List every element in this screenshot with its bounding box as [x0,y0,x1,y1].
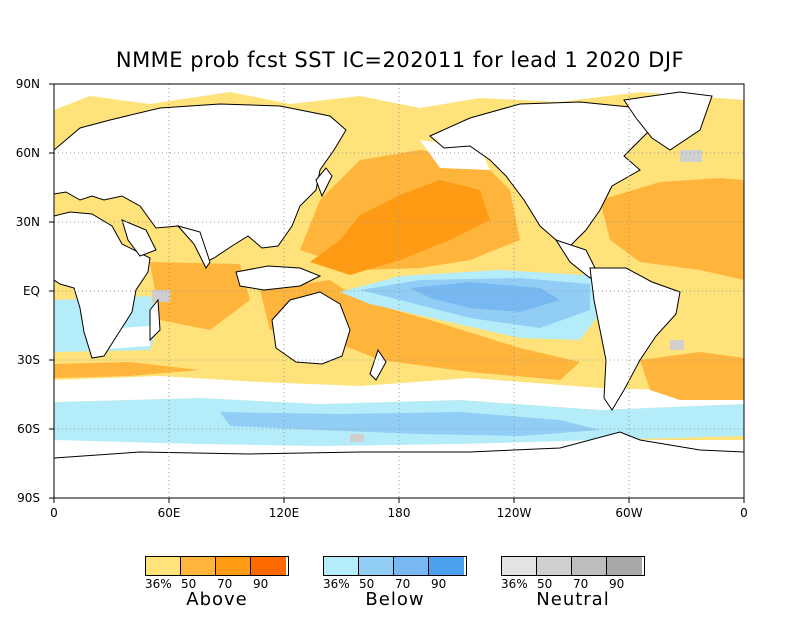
lat-label: 60N [15,146,40,160]
legend-ticks: 36% 50 70 90 [323,577,467,591]
legend-tick: 50 [537,577,553,591]
legend-label: Neutral [536,589,610,610]
legend-swatch [181,557,216,575]
lon-label: 180 [387,506,411,520]
legend-swatch [502,557,537,575]
australia-landmass [271,291,351,365]
legend-swatch [359,557,394,575]
neutral-spot [350,434,364,442]
legend-tick: 90 [431,577,447,591]
south-america-landmass [589,267,681,411]
north-america-landmass [429,101,661,247]
lon-label: 60E [157,506,181,520]
legend-label: Below [365,589,425,610]
japan [315,167,333,198]
legend-swatch [537,557,572,575]
grid-lines [54,84,744,498]
arabia [121,219,157,257]
legend-ticks: 36% 50 70 90 [501,577,645,591]
new-zealand [369,348,387,381]
lat-label: 30S [17,353,40,367]
neutral-spot [152,290,170,302]
legend-swatch [251,557,286,575]
madagascar [149,298,161,342]
legend-swatches [145,556,289,576]
legend-tick: 36% [323,577,350,591]
neutral-spot [680,150,702,162]
lat-label: 30N [15,215,40,229]
legend-tick: 36% [145,577,172,591]
india [176,225,211,269]
land [54,91,744,498]
lat-label: EQ [22,284,40,298]
eurasia-landmass [54,103,347,263]
lon-label: 0 [740,506,748,520]
legend-ticks: 36% 50 70 90 [145,577,289,591]
legend-above: 36% 50 70 90 Above [145,556,289,610]
lon-label: 0 [50,506,58,520]
legend-tick: 36% [501,577,528,591]
legend-swatch [607,557,642,575]
equatorial-below70 [410,282,560,312]
legend-swatch [429,557,464,575]
legend-swatch [216,557,251,575]
atlantic-above50 [600,178,744,280]
north-pacific-above70 [310,180,490,275]
africa-landmass [54,211,151,359]
southern-above-strip [54,362,200,378]
legend-tick: 70 [217,577,233,591]
axis-ticks [49,83,745,503]
legend-swatch [572,557,607,575]
south-atlantic-above50 [640,352,744,400]
legend-tick: 50 [359,577,375,591]
southern-below-band-darker [220,412,600,436]
maritime-continent [235,265,322,291]
legend-swatches [501,556,645,576]
legend-swatch [146,557,181,575]
lon-label: 120E [268,506,300,520]
legend-tick: 50 [181,577,197,591]
neutral-spot [670,340,684,350]
greenland [623,91,713,151]
indian-above [150,262,250,330]
lat-label: 90S [17,491,40,505]
legend-tick: 90 [253,577,269,591]
lon-label: 120W [496,506,532,520]
map-title: NMME prob fcst SST IC=202011 for lead 1 … [115,48,685,72]
legend-tick: 90 [609,577,625,591]
legend-swatch [324,557,359,575]
legend-swatch [394,557,429,575]
legend-tick: 70 [573,577,589,591]
legend-neutral: 36% 50 70 90 Neutral [501,556,645,610]
legend-swatches [323,556,467,576]
lon-label: 60W [615,506,643,520]
lat-label: 60S [17,422,40,436]
legend-below: 36% 50 70 90 Below [323,556,467,610]
legend-label: Above [186,589,248,610]
lat-label: 90N [15,77,40,91]
legend-tick: 70 [395,577,411,591]
